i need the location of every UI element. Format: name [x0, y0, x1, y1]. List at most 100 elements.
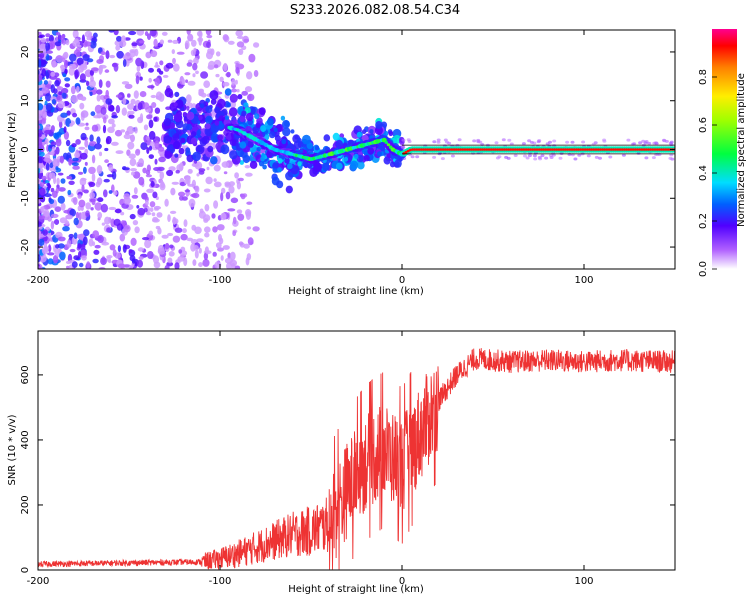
spectrogram-point — [139, 91, 147, 98]
spectrogram-point — [234, 265, 241, 269]
spectrogram-point — [44, 129, 52, 135]
tone-track-point — [633, 148, 637, 151]
spectrogram-point — [185, 79, 189, 83]
spectrogram-point — [192, 151, 201, 162]
tone-track-point — [666, 148, 670, 151]
spectrogram-point — [42, 210, 46, 214]
tone-track-point — [509, 148, 513, 151]
spectrogram-point — [111, 171, 117, 180]
spectrogram-point — [65, 139, 71, 147]
spectrogram-point — [64, 68, 68, 75]
spectrogram-point — [173, 113, 183, 123]
spectrogram-point — [43, 80, 49, 85]
spectrogram-point — [164, 242, 170, 250]
tone-track-point — [507, 148, 511, 151]
spectrogram-point — [55, 138, 62, 147]
spectrogram-point — [164, 264, 170, 269]
spectrogram-point — [66, 265, 70, 269]
spectrogram-point — [80, 243, 86, 251]
spectrogram-point — [119, 233, 126, 242]
tone-track-point — [496, 148, 500, 151]
spectrogram-point — [60, 202, 66, 211]
spectrogram-point — [78, 96, 87, 101]
spectrogram-point — [123, 133, 132, 140]
spectrogram-point — [52, 254, 59, 264]
spectrogram-point — [161, 234, 169, 239]
spectrogram-point — [196, 173, 200, 177]
tone-track-point — [564, 148, 567, 151]
spectrogram-point — [598, 156, 602, 160]
tone-track-point — [472, 148, 476, 151]
spectrogram-point — [47, 216, 52, 222]
spectrogram-point — [60, 178, 66, 184]
spectrogram-point — [186, 237, 194, 242]
spectrogram-point — [221, 161, 230, 168]
spectrogram-point — [38, 266, 42, 269]
spectrogram-point — [249, 160, 258, 169]
spectrogram-point — [116, 35, 122, 42]
spectrogram-point — [239, 141, 247, 149]
spectrogram-point — [59, 217, 68, 224]
spectrogram-point — [45, 50, 54, 54]
spectrogram-point — [214, 106, 221, 114]
spectrogram-point — [54, 206, 62, 213]
spectrogram-point — [43, 193, 52, 198]
spectrogram-point — [608, 155, 613, 159]
spectrogram-point — [222, 245, 230, 250]
spectrogram-point — [138, 40, 145, 44]
tone-track-point — [529, 148, 532, 151]
tone-track-point — [625, 148, 628, 151]
spectrogram-point — [276, 180, 284, 189]
spectrogram-point — [230, 197, 239, 204]
spectrogram-point — [176, 51, 185, 55]
spectrogram-point — [106, 255, 113, 259]
spectrogram-point — [350, 160, 359, 170]
spectrogram-point — [48, 244, 52, 253]
spectrogram-point — [297, 137, 302, 143]
spectrogram-point — [53, 88, 58, 94]
spectrogram-point — [210, 133, 220, 143]
spectrogram-point — [229, 93, 238, 103]
spectrogram-point — [544, 156, 549, 160]
spectrogram-point — [82, 54, 90, 61]
x-tick-label: 0 — [399, 576, 405, 587]
spectrogram-point — [194, 249, 199, 259]
spectrogram-point — [63, 209, 72, 214]
spectrogram-point — [163, 135, 172, 144]
x-tick-label: -100 — [209, 576, 232, 587]
spectrogram-point — [94, 143, 102, 150]
spectrogram-point — [226, 71, 231, 78]
spectrogram-point — [115, 150, 124, 155]
spectrogram-point — [154, 77, 160, 86]
spectrogram-point — [59, 251, 66, 261]
spectrogram-point — [193, 245, 199, 251]
spectrogram-point — [662, 139, 667, 143]
spectrogram-point — [96, 59, 104, 64]
spectrogram-point — [214, 120, 220, 126]
spectrogram-point — [92, 241, 96, 246]
spectrogram-point — [73, 217, 79, 226]
spectrogram-point — [195, 144, 205, 155]
spectrogram-point — [97, 212, 103, 219]
tone-track-point — [660, 148, 663, 151]
spectrogram-point — [74, 152, 81, 159]
spectrogram-point — [50, 125, 55, 133]
spectrogram-point — [242, 154, 251, 164]
spectrogram-point — [152, 191, 158, 199]
tone-track-point — [511, 148, 515, 151]
spectrogram-point — [450, 154, 455, 158]
tone-track-point — [614, 148, 618, 151]
tone-track-point — [581, 148, 585, 151]
spectrogram-point — [148, 77, 152, 83]
spectrogram-point — [192, 62, 198, 71]
spectrogram-point — [244, 165, 251, 169]
spectrogram-point — [202, 214, 211, 222]
spectrogram-point — [245, 209, 252, 217]
spectrogram-point — [198, 88, 204, 93]
snr-x-label: Height of straight line (km) — [288, 584, 424, 595]
spectrogram-point — [134, 226, 140, 234]
tone-track-point — [406, 149, 410, 153]
spectrogram-point — [204, 232, 210, 238]
tone-track-point — [544, 148, 548, 151]
spectrogram-point — [128, 30, 137, 36]
